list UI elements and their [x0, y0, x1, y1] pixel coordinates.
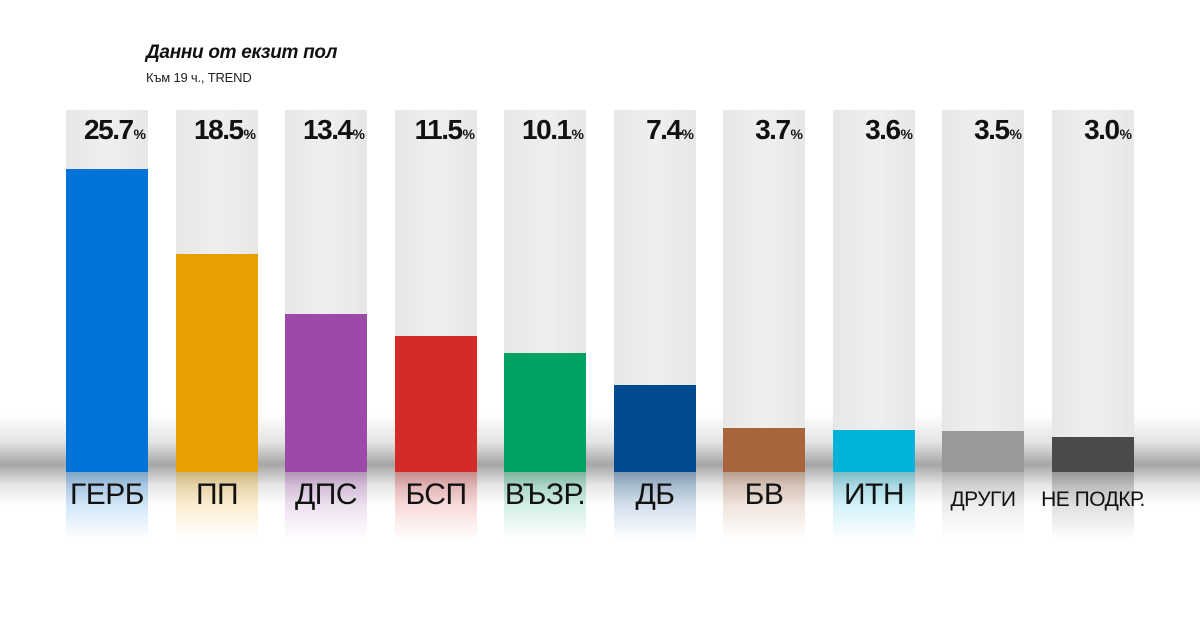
- value-unit: %: [243, 126, 256, 142]
- category-label: ДБ: [635, 478, 675, 511]
- value-label: 11.5%: [393, 114, 475, 146]
- bar-track: [723, 110, 805, 472]
- bar-reflection: [176, 472, 258, 540]
- category-label: ИТН: [843, 478, 905, 511]
- bar-track: [942, 110, 1024, 472]
- value-label: 10.1%: [502, 114, 584, 146]
- value-unit: %: [133, 126, 146, 142]
- value-label: 25.7%: [64, 114, 146, 146]
- value-label: 18.5%: [174, 114, 256, 146]
- bar: [395, 336, 477, 472]
- value-label: 3.6%: [831, 114, 913, 146]
- bar: [723, 428, 805, 472]
- value-number: 3.7: [755, 114, 791, 145]
- value-unit: %: [1009, 126, 1022, 142]
- value-unit: %: [571, 126, 584, 142]
- bar-reflection: [285, 472, 367, 540]
- bar-reflection: [833, 472, 915, 540]
- value-label: 3.5%: [940, 114, 1022, 146]
- chart-title: Данни от екзит пол: [146, 42, 338, 63]
- value-label: 7.4%: [612, 114, 694, 146]
- value-label: 13.4%: [283, 114, 365, 146]
- bar-reflection: [942, 472, 1024, 540]
- value-number: 11.5: [414, 114, 463, 145]
- bar-reflection: [395, 472, 477, 540]
- bar: [1052, 437, 1134, 472]
- value-unit: %: [1119, 126, 1132, 142]
- category-label: ДРУГИ: [950, 488, 1016, 511]
- bar-reflection: [1052, 472, 1134, 540]
- value-number: 10.1: [522, 114, 572, 145]
- bar-reflection: [723, 472, 805, 540]
- value-unit: %: [900, 126, 913, 142]
- bar: [942, 431, 1024, 472]
- category-label: ВЪЗР.: [504, 478, 586, 511]
- value-unit: %: [681, 126, 694, 142]
- value-number: 18.5: [194, 114, 244, 145]
- category-label: НЕ ПОДКР.: [1041, 488, 1145, 511]
- value-number: 13.4: [303, 114, 353, 145]
- bar: [833, 430, 915, 472]
- category-label: ГЕРБ: [70, 478, 144, 511]
- value-label: 3.7%: [721, 114, 803, 146]
- bar: [176, 254, 258, 472]
- value-unit: %: [790, 126, 803, 142]
- value-unit: %: [352, 126, 365, 142]
- bar: [285, 314, 367, 472]
- category-label: ДПС: [294, 478, 358, 511]
- bar: [504, 353, 586, 472]
- bar-reflection: [504, 472, 586, 540]
- bar: [66, 169, 148, 472]
- bar-track: [833, 110, 915, 472]
- value-number: 3.6: [865, 114, 901, 145]
- bar: [614, 385, 696, 472]
- value-unit: %: [462, 126, 475, 142]
- value-number: 3.0: [1084, 114, 1120, 145]
- value-number: 25.7: [84, 114, 134, 145]
- bar-track: [1052, 110, 1134, 472]
- bar-reflection: [614, 472, 696, 540]
- value-number: 7.4: [646, 114, 682, 145]
- value-number: 3.5: [974, 114, 1010, 145]
- chart-subtitle: Към 19 ч., TREND: [146, 70, 252, 85]
- value-label: 3.0%: [1050, 114, 1132, 146]
- category-label: БСП: [405, 478, 467, 511]
- category-label: БВ: [744, 478, 784, 511]
- category-label: ПП: [195, 478, 239, 511]
- bar-reflection: [66, 472, 148, 540]
